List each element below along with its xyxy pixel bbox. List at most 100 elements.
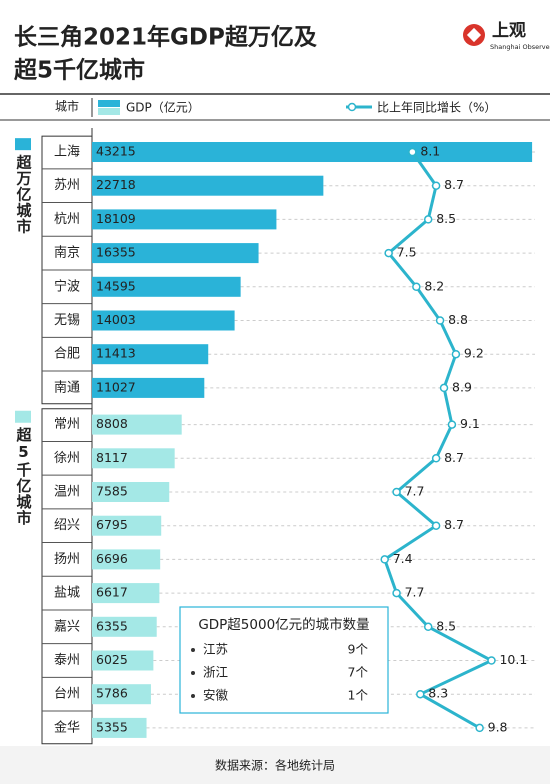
growth-marker <box>392 487 401 497</box>
bar-value-label: 5786 <box>96 686 128 701</box>
category-label: 杭州 <box>54 212 80 227</box>
source: 数据来源：各地统计局 <box>215 758 335 773</box>
growth-marker <box>423 622 433 632</box>
bar <box>92 344 209 365</box>
bar-value-label: 6795 <box>96 517 128 532</box>
growth-label: 8.2 <box>424 278 444 293</box>
logo-icon-inner <box>466 27 482 43</box>
logo-subtext: Shanghai Observer <box>490 43 550 51</box>
growth-label: 8.7 <box>444 177 464 192</box>
logo: 上观 Shanghai Observer <box>463 21 550 51</box>
growth-marker <box>431 454 441 463</box>
category-label: 温州 <box>54 485 80 500</box>
bar <box>92 482 170 502</box>
growth-marker <box>384 248 393 258</box>
bar-value-label: 14003 <box>96 312 136 327</box>
category-label: 苏州 <box>54 177 80 193</box>
growth-marker <box>475 723 484 733</box>
inset-name: 江苏 <box>203 642 228 657</box>
bar-value-label: 18109 <box>96 211 136 226</box>
bar-value-label: 5355 <box>96 719 128 734</box>
bar-value-label: 6696 <box>96 551 128 566</box>
growth-label: 7.7 <box>405 484 425 499</box>
inset-name: 浙江 <box>203 665 228 680</box>
growth-marker <box>416 689 425 699</box>
bar <box>92 414 182 435</box>
growth-line <box>382 151 495 730</box>
bar <box>92 377 205 398</box>
growth-marker <box>447 420 457 429</box>
legend-swatch <box>98 108 120 115</box>
bar <box>92 276 241 297</box>
group-swatch <box>15 138 31 151</box>
bar-value-label: 16355 <box>96 245 136 260</box>
category-label: 泰州 <box>54 653 80 668</box>
growth-marker <box>435 316 445 325</box>
bar-value-label: 6025 <box>96 652 128 667</box>
inset-count: 9个 <box>348 642 369 657</box>
inset-name: 安徽 <box>203 688 229 703</box>
growth-label: 8.5 <box>436 618 456 633</box>
growth-label: 9.2 <box>464 346 484 361</box>
bar <box>92 583 160 604</box>
bar <box>92 717 147 738</box>
inset-title: GDP超5000亿元的城市数量 <box>198 616 369 633</box>
category-label: 徐州 <box>54 451 80 466</box>
inset-bullet <box>191 671 195 675</box>
bar <box>92 310 235 331</box>
category-label: 嘉兴 <box>54 619 80 634</box>
category-label: 无锡 <box>54 313 80 328</box>
legend-swatch <box>98 100 120 107</box>
growth-label: 8.8 <box>448 312 468 327</box>
category-label: 合肥 <box>54 347 80 362</box>
growth-marker <box>423 215 433 224</box>
bar-value-label: 22718 <box>96 177 136 192</box>
category-header: 城市 <box>55 99 79 114</box>
bar-value-label: 11027 <box>96 379 136 394</box>
bar-value-label: 11413 <box>96 346 136 361</box>
growth-label: 8.1 <box>420 144 440 159</box>
growth-marker <box>392 588 401 598</box>
growth-label: 8.3 <box>428 686 448 701</box>
legend-label: GDP（亿元） <box>126 100 200 115</box>
growth-label: 9.8 <box>488 719 508 734</box>
growth-marker <box>431 521 441 530</box>
growth-marker <box>431 181 441 190</box>
bar <box>92 616 157 637</box>
growth-marker <box>380 555 389 564</box>
category-label: 南通 <box>54 379 80 395</box>
growth-marker <box>487 656 496 665</box>
growth-label: 7.7 <box>405 585 425 600</box>
bar <box>92 448 175 469</box>
growth-marker <box>408 147 417 157</box>
category-label: 上海 <box>54 145 80 160</box>
bar <box>92 175 324 196</box>
bar <box>92 243 259 264</box>
category-label: 常州 <box>54 417 80 432</box>
group-swatch <box>15 410 31 423</box>
inset-bullet <box>191 694 195 698</box>
growth-label: 7.5 <box>397 245 417 260</box>
bar-value-label: 14595 <box>96 278 136 293</box>
group-label: 超万亿城市 <box>15 153 33 234</box>
category-label: 金华 <box>54 719 80 735</box>
growth-label: 8.5 <box>436 211 456 226</box>
title-line: 超5千亿城市 <box>14 57 145 84</box>
bar-value-label: 8808 <box>96 416 128 431</box>
inset-count: 7个 <box>348 665 369 680</box>
growth-marker <box>412 282 421 292</box>
category-label: 绍兴 <box>54 518 80 533</box>
bar-value-label: 7585 <box>96 484 128 499</box>
growth-label: 10.1 <box>499 652 527 667</box>
group-label: 超5千亿城市 <box>15 426 33 526</box>
inset-box <box>179 606 389 714</box>
bar-value-label: 8117 <box>96 450 128 465</box>
bar <box>92 650 154 671</box>
category-label: 盐城 <box>54 586 80 601</box>
bar <box>92 515 162 536</box>
growth-label: 9.1 <box>460 416 480 431</box>
category-label: 扬州 <box>54 552 80 567</box>
logo-text: 上观 <box>492 21 526 41</box>
category-label: 台州 <box>54 687 80 702</box>
